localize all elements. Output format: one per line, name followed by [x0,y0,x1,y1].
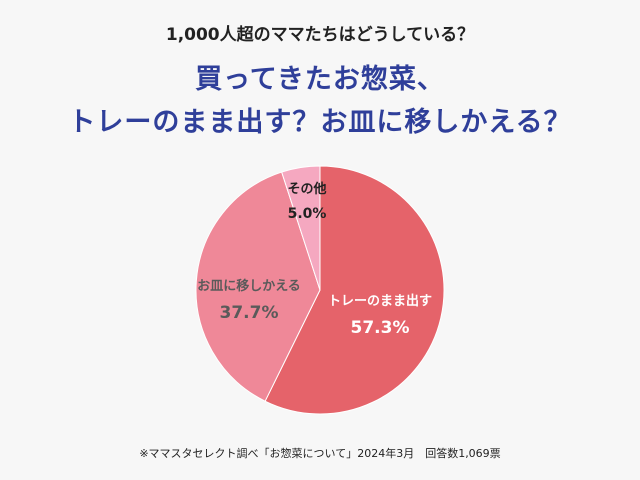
chart-title-line2: トレーのまま出す？お皿に移しかえる？ [68,107,572,138]
slice-label: その他 [287,181,326,197]
pie-slice [281,165,321,291]
slice-label: トレーのまま出す [328,293,432,309]
slice-value-label: 5.0% [288,206,327,222]
chart-title-line1: 買ってきたお惣菜、 [195,64,445,95]
slice-value-label: 37.7% [220,303,279,323]
slice-label: お皿に移しかえる [197,278,301,294]
pie-slice [264,165,445,415]
source-footnote: ※ママスタセレクト調べ「お惣菜について」2024年3月 回答数1,069票 [139,447,501,460]
slice-value-label: 57.3% [351,318,410,338]
pie-slice [195,171,321,402]
chart-subtitle: 1,000人超のママたちはどうしている？ [165,25,475,45]
